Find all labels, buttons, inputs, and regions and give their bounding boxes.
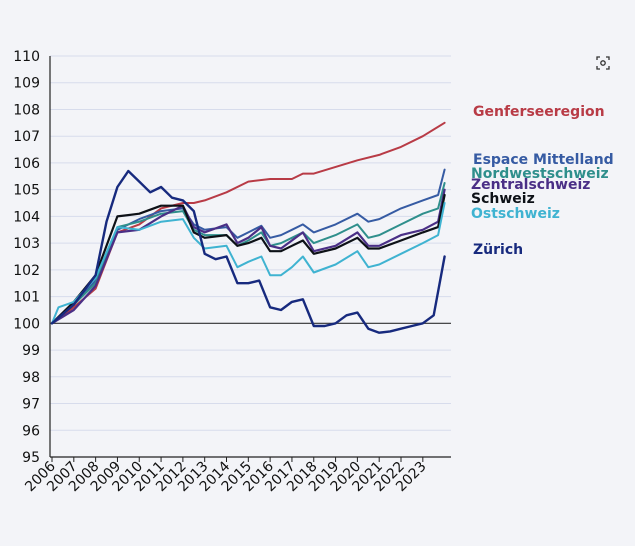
legend: Genferseeregion Espace MittellandNordwest… — [471, 104, 614, 258]
y-tick-label: 97 — [22, 397, 40, 413]
y-tick-label: 100 — [13, 316, 40, 332]
y-tick-label: 106 — [13, 156, 40, 172]
series-line-ostschweiz — [51, 202, 446, 325]
y-tick-label: 107 — [13, 129, 40, 145]
y-tick-label: 95 — [22, 450, 40, 466]
expand-icon — [596, 56, 610, 70]
legend-label-zentralschweiz: Zentralschweiz — [471, 177, 590, 193]
series-lines — [50, 121, 446, 334]
legend-label-z-rich: Zürich — [473, 242, 523, 258]
legend-label-genferseeregion: Genferseeregion — [473, 104, 605, 120]
series-line-schweiz — [50, 193, 446, 325]
series-line-z-rich — [50, 169, 446, 334]
legend-label-schweiz: Schweiz — [471, 191, 535, 207]
series-line-nordwestschweiz — [51, 182, 446, 325]
expand-button[interactable] — [592, 52, 614, 74]
axes — [49, 56, 451, 462]
grid-lines — [50, 55, 451, 458]
legend-label-espace-mittelland: Espace Mittelland — [473, 152, 614, 168]
y-tick-label: 108 — [13, 102, 40, 118]
y-tick-label: 104 — [13, 209, 40, 225]
y-tick-label: 99 — [22, 343, 40, 359]
y-tick-label: 102 — [13, 263, 40, 279]
y-tick-label: 98 — [22, 370, 40, 386]
legend-label-nordwestschweiz: Nordwestschweiz — [471, 166, 609, 182]
y-tick-label: 105 — [13, 183, 40, 199]
y-tick-label: 110 — [13, 49, 40, 65]
series-line-espace-mittelland — [51, 168, 446, 325]
y-tick-label: 103 — [13, 236, 40, 252]
legend-label-ostschweiz: Ostschweiz — [471, 206, 560, 222]
tick-labels: 95 96 97 98 99 100 101 102 103 104 105 106 107 108 109… — [13, 49, 429, 495]
y-tick-label: 101 — [13, 290, 40, 306]
series-line-genferseeregion — [51, 121, 446, 325]
y-tick-label: 109 — [13, 76, 40, 92]
y-tick-label: 96 — [22, 423, 40, 439]
